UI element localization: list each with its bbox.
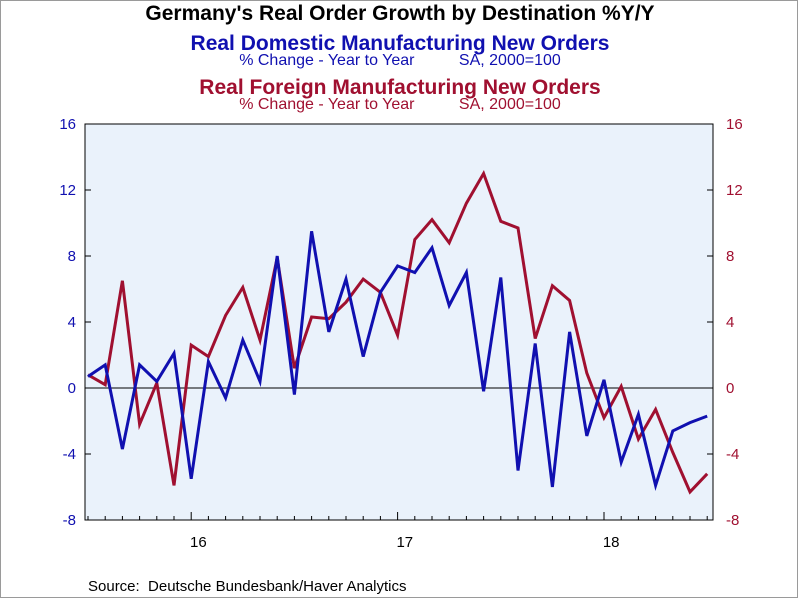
right-tick-label: -8 bbox=[726, 512, 739, 529]
x-tick-label: 18 bbox=[603, 534, 620, 551]
left-tick-label: 12 bbox=[59, 182, 76, 199]
right-tick-label: 4 bbox=[726, 314, 734, 331]
left-tick-label: 16 bbox=[59, 116, 76, 133]
series-line-domestic bbox=[87, 231, 708, 491]
left-y-axis: 16 12 8 4 0 -4 -8 bbox=[59, 116, 91, 529]
right-tick-label: 8 bbox=[726, 248, 734, 265]
left-tick-label: -4 bbox=[63, 446, 76, 463]
x-tick-label: 16 bbox=[190, 534, 207, 551]
series-domestic-subtitle: % Change - Year to Year SA, 2000=100 bbox=[239, 52, 561, 69]
source-note: Source: Deutsche Bundesbank/Haver Analyt… bbox=[88, 578, 407, 595]
left-tick-label: 0 bbox=[68, 380, 76, 397]
left-tick-label: 8 bbox=[68, 248, 76, 265]
right-y-axis: 16 12 8 4 0 -4 -8 bbox=[707, 116, 743, 529]
left-tick-label: 4 bbox=[68, 314, 76, 331]
right-tick-label: -4 bbox=[726, 446, 739, 463]
right-tick-label: 12 bbox=[726, 182, 743, 199]
x-tick-label: 17 bbox=[396, 534, 413, 551]
x-axis-labels: 16 17 18 bbox=[190, 534, 619, 551]
series-domestic-title: Real Domestic Manufacturing New Orders bbox=[190, 32, 610, 55]
chart-title: Germany's Real Order Growth by Destinati… bbox=[145, 2, 655, 25]
left-tick-label: -8 bbox=[63, 512, 76, 529]
series-foreign-title: Real Foreign Manufacturing New Orders bbox=[199, 76, 601, 99]
right-tick-label: 0 bbox=[726, 380, 734, 397]
x-axis-ticks bbox=[87, 512, 708, 520]
series-line-foreign bbox=[87, 169, 709, 495]
series-foreign-subtitle: % Change - Year to Year SA, 2000=100 bbox=[239, 96, 561, 113]
right-tick-label: 16 bbox=[726, 116, 743, 133]
